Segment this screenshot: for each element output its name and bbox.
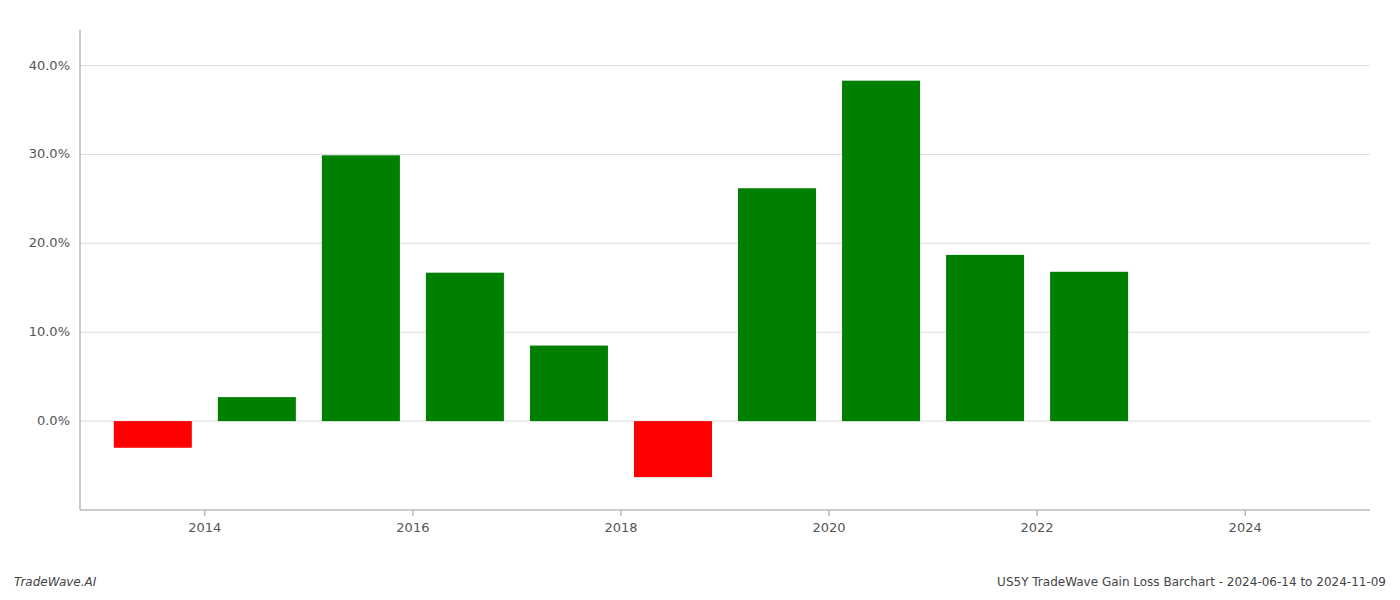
x-tick [412,510,413,516]
chart: 0.0% 10.0% 20.0% 30.0% 40.0% 2014 2016 2018 2020… [0,0,1400,600]
x-tick [1037,510,1038,516]
footer-left: TradeWave.AI [14,575,97,589]
y-axis: 0.0% 10.0% 20.0% 30.0% 40.0% [29,30,1370,510]
y-tick-label: 30.0% [29,146,70,161]
bar [738,188,816,421]
bars [114,81,1128,477]
x-tick-label: 2014 [188,520,221,535]
x-tick [204,510,205,516]
bar [946,255,1024,421]
bar [1050,272,1128,421]
footer-right: US5Y TradeWave Gain Loss Barchart - 2024… [997,575,1386,589]
bar [218,397,296,421]
x-tick-label: 2020 [812,520,845,535]
bar [634,421,712,477]
x-axis: 2014 2016 2018 2020 2022 2024 [80,510,1370,535]
y-axis-line [80,30,81,510]
bar [322,155,400,421]
x-tick-label: 2016 [396,520,429,535]
bar [1154,421,1232,422]
bar [530,346,608,422]
grid-line [80,154,1370,155]
y-tick-label: 10.0% [29,324,70,339]
y-tick-label: 0.0% [37,413,70,428]
y-tick-label: 20.0% [29,235,70,250]
bar [114,421,192,448]
grid-line [80,243,1370,244]
bar [842,81,920,421]
x-tick [829,510,830,516]
x-tick [1245,510,1246,516]
grid-line [80,332,1370,333]
y-tick-label: 40.0% [29,58,70,73]
x-tick [620,510,621,516]
x-tick-label: 2022 [1021,520,1054,535]
grid-line [80,65,1370,66]
bar [426,273,504,421]
x-tick-label: 2024 [1229,520,1262,535]
x-axis-line [80,510,1370,511]
x-tick-label: 2018 [604,520,637,535]
footer: TradeWave.AI US5Y TradeWave Gain Loss Bar… [14,575,1386,589]
